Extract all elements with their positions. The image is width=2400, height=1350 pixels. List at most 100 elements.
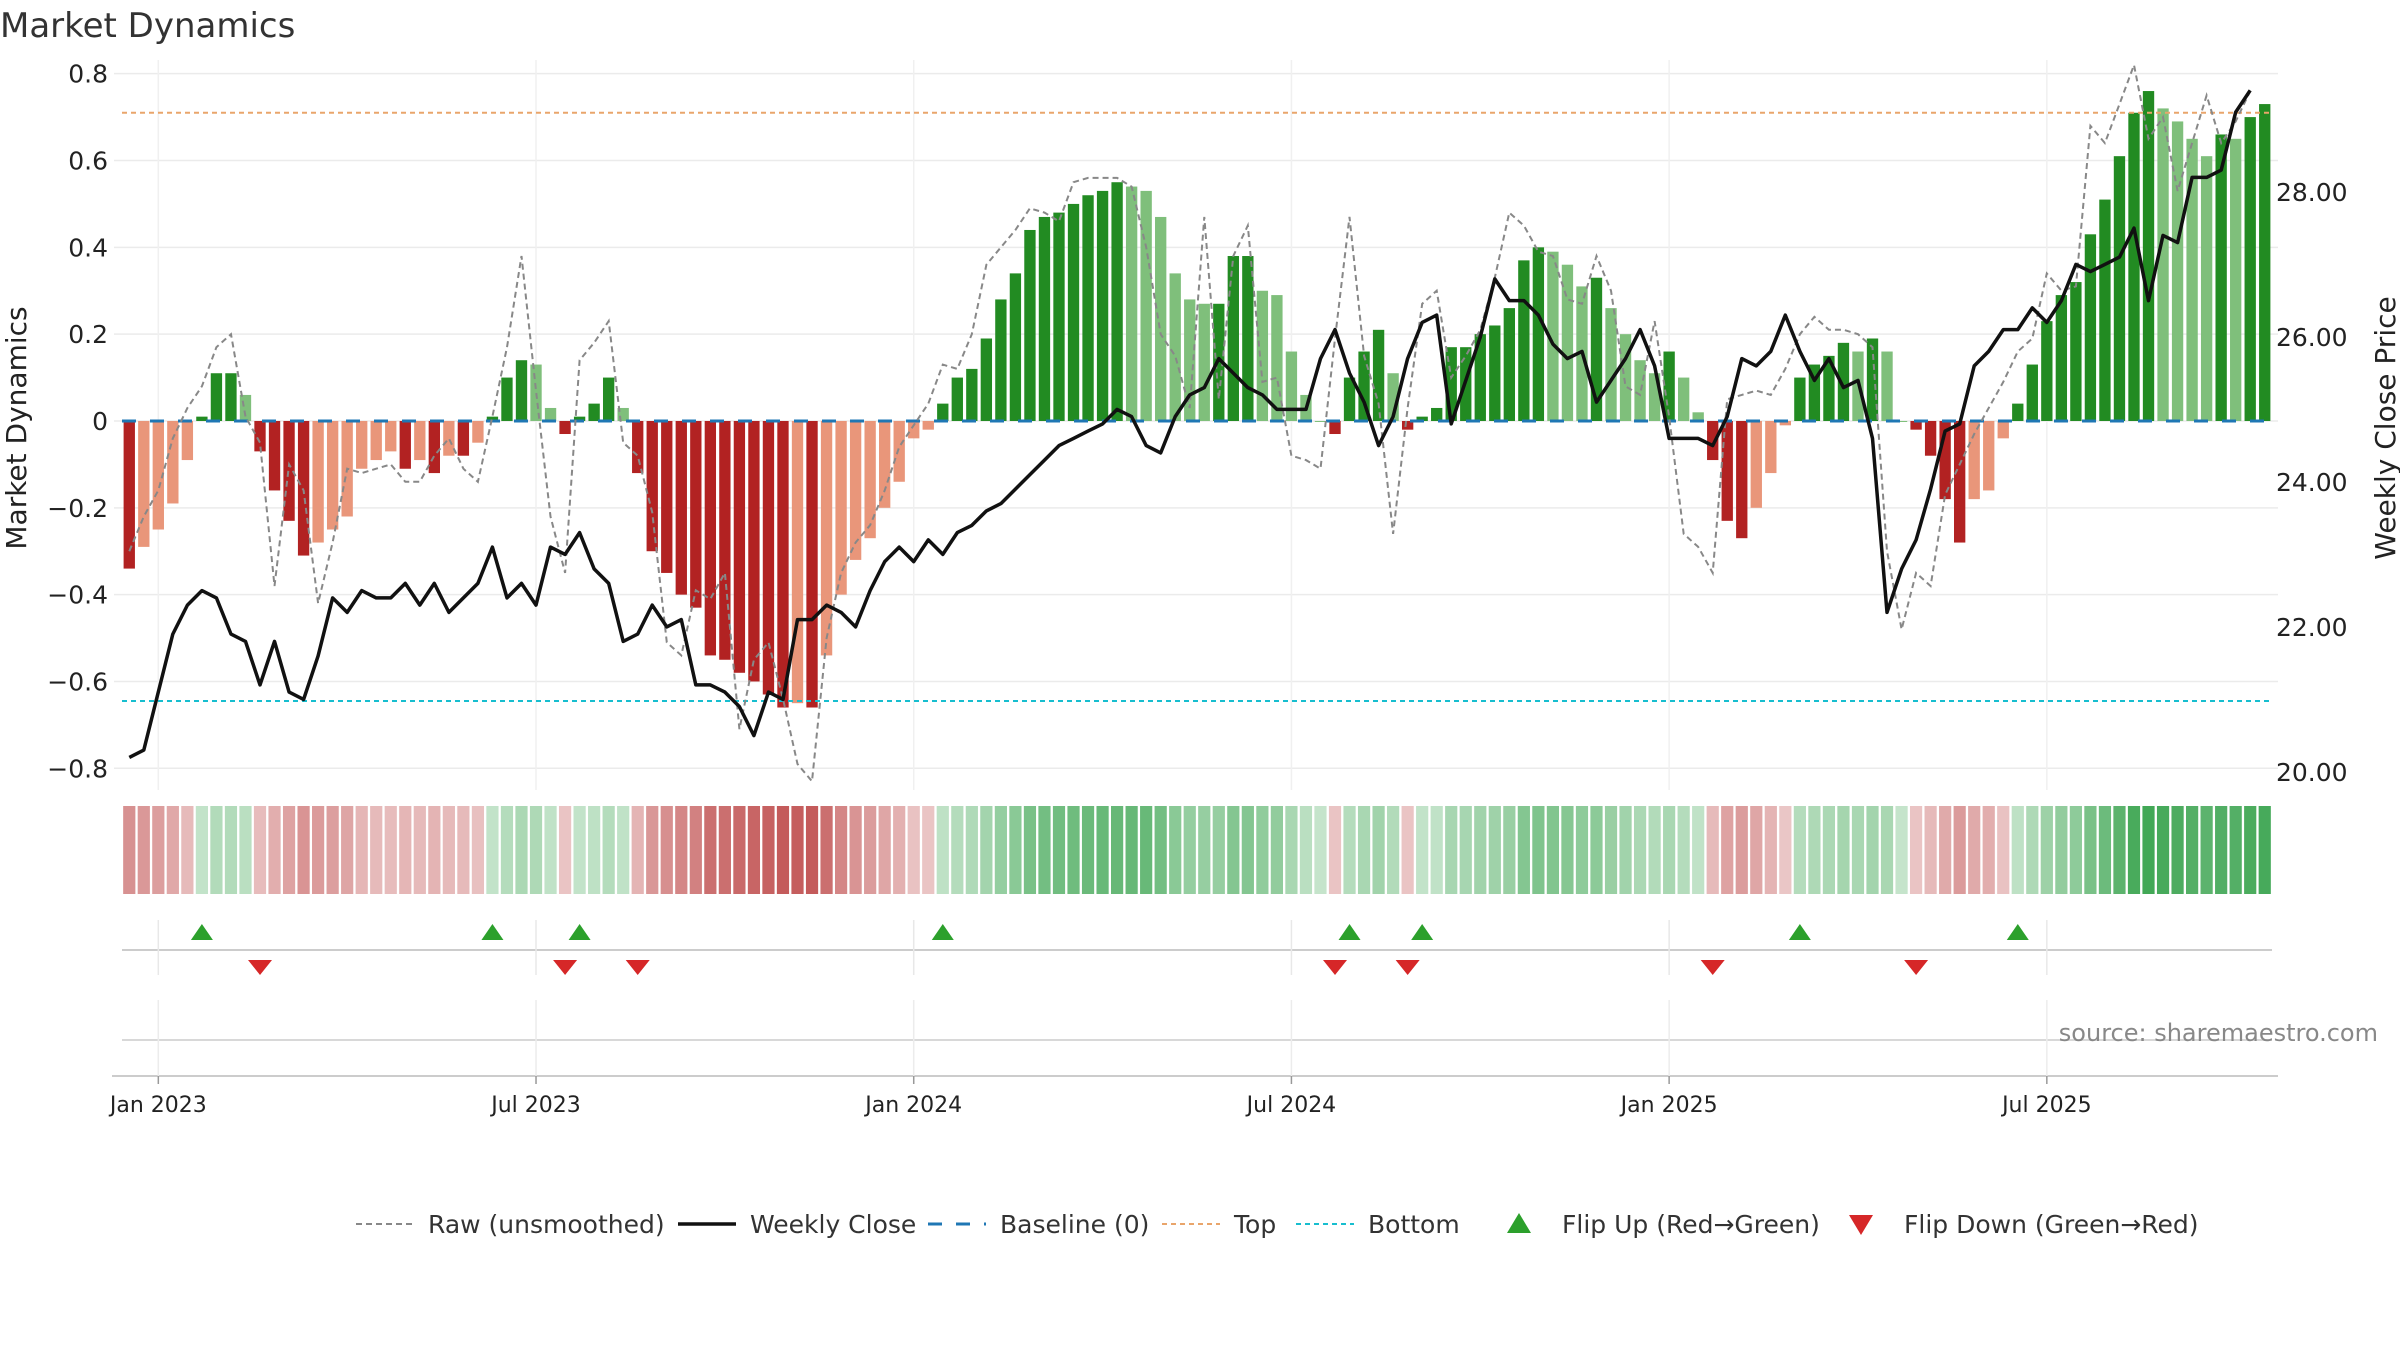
regime-cell [1285,806,1298,894]
regime-cell [558,806,572,894]
bar [849,420,862,560]
regime-cell [123,806,136,894]
bar [1285,351,1298,421]
regime-cell [965,806,978,894]
regime-cell [1169,806,1182,894]
legend-label: Flip Down (Green→Red) [1904,1210,2199,1239]
legend: Raw (unsmoothed) Weekly Close Baseline (0)… [356,1210,2199,1239]
regime-cell [849,806,862,894]
bar [254,420,266,452]
regime-cell [936,806,949,894]
series-lines [128,61,2252,784]
regime-cell [1357,806,1371,894]
bar [1343,377,1356,421]
regime-cell [1837,806,1850,894]
regime-cell [1096,806,1109,894]
bar [2084,234,2097,421]
regime-cell [1604,806,1618,894]
flip-up-marker [568,924,591,940]
regime-cell [1038,806,1051,894]
regime-cell [1764,806,1777,894]
bar [1227,256,1239,421]
bar [1997,420,2009,439]
regime-cell [457,806,470,894]
bar [632,420,644,474]
regime-cell [1009,806,1022,894]
regime-cell [1750,806,1763,894]
regime-cell [370,806,383,894]
regime-cell [2011,806,2024,894]
regime-cell [1416,806,1429,894]
regime-cell [312,806,325,894]
bar [1314,420,1327,422]
regime-cell [428,806,441,894]
regime-cell [1953,806,1966,894]
regime-cell [1546,806,1560,894]
regime-cell [1895,806,1908,894]
bar [908,420,920,439]
bar [1082,195,1094,421]
regime-cell [210,806,223,894]
regime-cell [747,806,761,894]
regime-cell [1793,806,1806,894]
regime-cell [922,806,935,894]
regime-cell [529,806,543,894]
y-axis-label-right: Weekly Close Price [2369,296,2400,559]
regime-cell [1067,806,1080,894]
regime-cell [1982,806,1995,894]
y-tick-label-right: 28.00 [2276,178,2348,207]
regime-cell [2156,806,2170,894]
flip-up-marker [481,924,504,940]
legend-item-bottom: Bottom [1296,1210,1460,1239]
y-tick-label-left: −0.4 [47,581,108,610]
regime-cell [282,806,296,894]
regime-cell [152,806,165,894]
bar [2157,108,2169,421]
regime-cell [1183,806,1196,894]
bar [1663,351,1675,421]
regime-cell [994,806,1007,894]
bar [1605,308,1617,421]
regime-cell [413,806,426,894]
raw-unsmoothed-line [128,61,2252,784]
bar [1561,264,1574,421]
regime-cell [471,806,485,894]
regime-cell [1924,806,1937,894]
regime-cell [1866,806,1879,894]
bar [283,420,295,521]
regime-cell [2084,806,2097,894]
bar [559,420,571,435]
y-tick-label-left: −0.2 [47,494,108,523]
bar [1721,420,1733,521]
x-tick-label: Jan 2025 [1619,1093,1718,1118]
bar [2099,199,2111,421]
regime-cell [864,806,877,894]
legend-label: Top [1233,1210,1276,1239]
bar [893,420,905,482]
flip-up-marker [2006,924,2029,940]
regime-cell [1706,806,1719,894]
bar [457,420,470,456]
bar [1547,251,1559,421]
bar [268,420,281,491]
bar [864,420,876,539]
bar [2026,364,2038,421]
regime-cell [166,806,179,894]
bar [1794,377,1806,421]
weekly-close-line [128,89,2252,759]
bar [1939,420,1951,500]
bar [181,420,194,461]
regime-cell [617,806,630,894]
regime-cell [1503,806,1516,894]
legend-item-top: Top [1162,1210,1276,1239]
regime-cell [1808,806,1821,894]
bar [1140,190,1152,421]
bar [922,420,934,430]
x-axis: Jan 2023 Jul 2023 Jan 2024 Jul 2024 Jan 2025… [108,1000,2278,1118]
flip-down-marker [1700,960,1725,975]
reference-lines [122,111,2272,703]
bar [937,403,949,421]
bar [501,377,513,421]
bar [835,420,847,595]
regime-cell [1735,806,1748,894]
